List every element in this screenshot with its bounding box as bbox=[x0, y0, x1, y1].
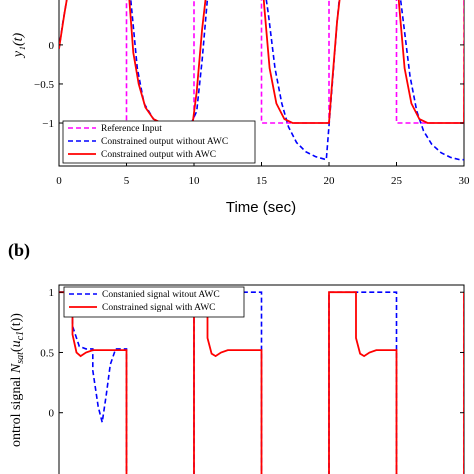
y-tick-label: 0 bbox=[49, 40, 55, 52]
ylabel-open: ( bbox=[9, 347, 24, 352]
ylabel-u: u bbox=[9, 340, 24, 347]
y-tick-label: −0.5 bbox=[34, 79, 54, 91]
ylabel-sat: sat bbox=[15, 352, 26, 364]
top-chart-y-axis-label: y₁(t) bbox=[11, 33, 26, 60]
bottom-chart-ticks: 10.50 bbox=[40, 287, 464, 420]
x-tick-label: 10 bbox=[189, 175, 201, 187]
bottom-chart-panel-label: (b) bbox=[8, 240, 30, 261]
top-chart-series-group bbox=[59, 0, 464, 161]
ylabel-n: N bbox=[9, 363, 24, 374]
x-tick-label: 30 bbox=[459, 175, 471, 187]
legend-label: Constrained output without AWC bbox=[101, 137, 228, 147]
x-tick-label: 5 bbox=[124, 175, 130, 187]
legend-label: Reference Input bbox=[101, 123, 162, 134]
top-chart-x-axis-label: Time (sec) bbox=[226, 199, 296, 216]
series-line-1-3 bbox=[59, 0, 464, 124]
y-tick-label: −1 bbox=[42, 118, 54, 130]
bottom-chart-y-axis-label: ontrol signal Nsat(uc1(t)) bbox=[9, 313, 26, 447]
y-tick-label: 1 bbox=[49, 287, 55, 299]
ylabel-c1: c1 bbox=[15, 331, 26, 340]
legend-label: Constrained output with AWC bbox=[101, 150, 216, 160]
top-chart-ticks: 0 −0.5 −1 0 5 10 15 20 25 30 bbox=[34, 40, 470, 187]
series-line-2-2 bbox=[59, 291, 464, 474]
bottom-chart-legend: Constanied signal witout AWC Constrained … bbox=[63, 286, 245, 318]
x-tick-label: 20 bbox=[324, 175, 336, 187]
bottom-chart-legend-box bbox=[63, 286, 245, 318]
ylabel-close: (t)) bbox=[9, 313, 24, 331]
x-tick-label: 25 bbox=[391, 175, 403, 187]
x-tick-label: 15 bbox=[256, 175, 268, 187]
bottom-chart: (b) 10.50 ontrol signal Nsat(uc1(t)) Con… bbox=[8, 240, 465, 474]
ylabel-pre: ontrol signal bbox=[9, 373, 24, 447]
legend-label: Constrained signal with AWC bbox=[102, 303, 216, 313]
x-tick-label: 0 bbox=[56, 175, 62, 187]
bottom-chart-series-group bbox=[59, 291, 464, 474]
y-tick-label: 0.5 bbox=[40, 347, 54, 359]
top-chart-legend: Reference Input Constrained output withou… bbox=[62, 120, 256, 164]
legend-label: Constanied signal witout AWC bbox=[102, 290, 220, 300]
y-tick-label: 0 bbox=[49, 408, 55, 420]
top-chart: 0 −0.5 −1 0 5 10 15 20 25 30 y₁(t) Time (sec) Ref… bbox=[11, 0, 470, 216]
